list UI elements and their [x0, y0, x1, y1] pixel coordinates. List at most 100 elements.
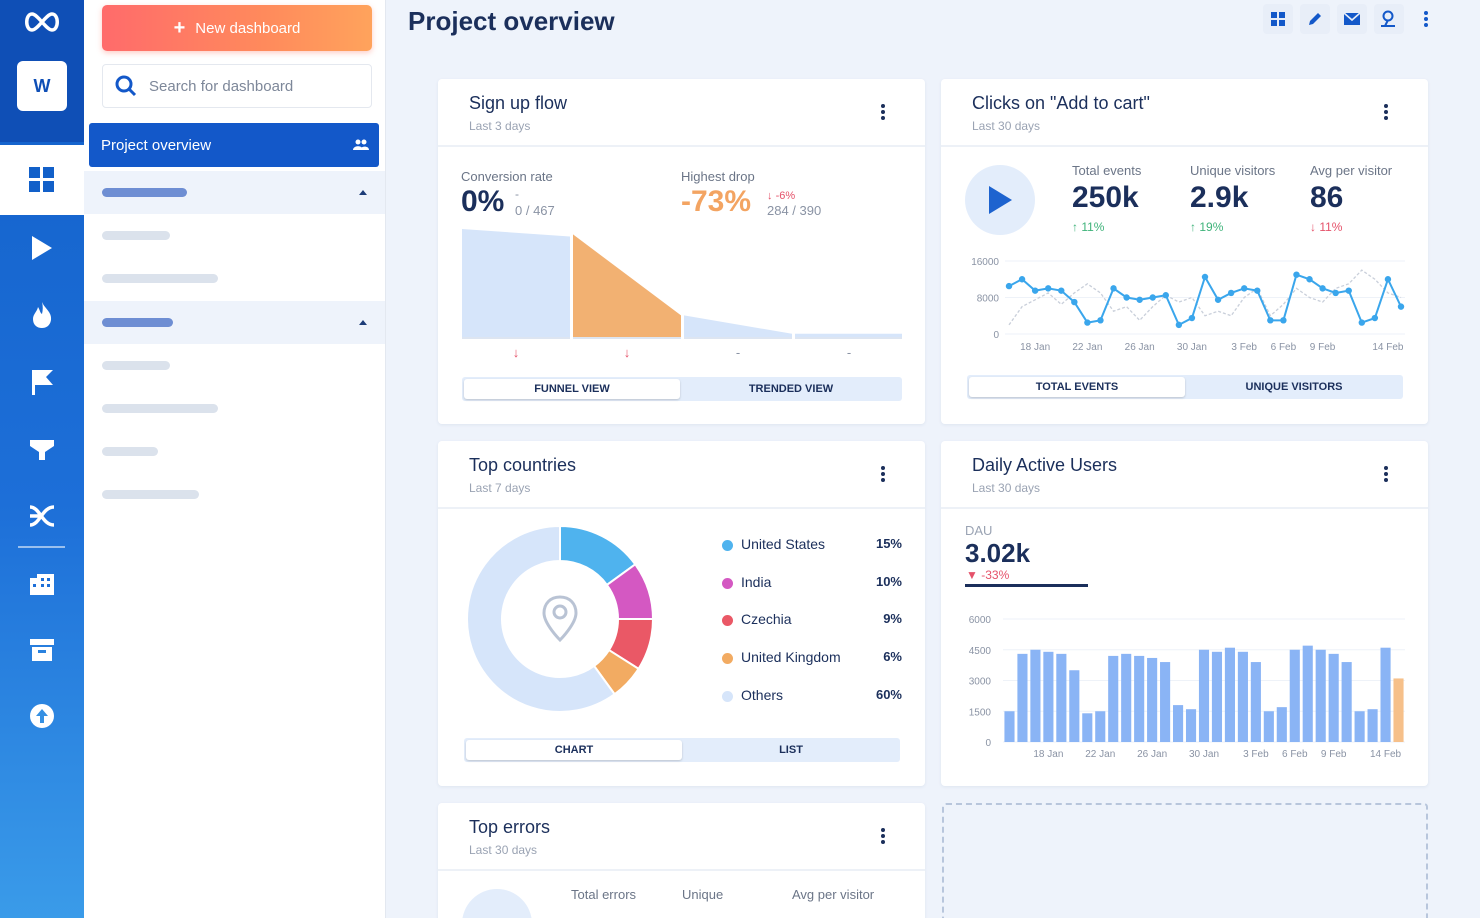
conversion-value: 0% — [461, 185, 505, 218]
user-pin-icon — [1381, 10, 1395, 27]
card-menu-icon[interactable] — [881, 104, 885, 120]
list-item-placeholder[interactable] — [102, 274, 218, 283]
card-title: Top countries — [469, 455, 577, 475]
funnels-nav[interactable] — [0, 420, 84, 480]
chart-tab[interactable]: CHART — [466, 740, 682, 760]
list-item-placeholder[interactable] — [102, 361, 170, 370]
funnel-view-tab[interactable]: FUNNEL VIEW — [464, 379, 680, 399]
list-item-placeholder[interactable] — [102, 231, 170, 240]
card-menu-icon[interactable] — [881, 466, 885, 482]
sidebar-group-1[interactable] — [84, 171, 385, 214]
search-input[interactable] — [149, 77, 349, 95]
bar — [1121, 653, 1132, 742]
x-tick-label: 9 Feb — [1310, 342, 1336, 353]
funnel-step — [462, 229, 570, 337]
data-point — [1227, 289, 1235, 297]
list-item-placeholder[interactable] — [102, 490, 199, 499]
play-recording-button[interactable] — [462, 889, 532, 918]
email-button[interactable] — [1337, 4, 1367, 34]
more-menu-button[interactable] — [1411, 4, 1441, 34]
bar — [1173, 705, 1184, 742]
logo-icon[interactable] — [22, 8, 62, 36]
data-point — [1267, 317, 1274, 324]
bar — [1276, 707, 1287, 742]
legend-dot — [722, 691, 733, 702]
chevron-up-icon[interactable] — [359, 320, 367, 325]
sessions-nav[interactable] — [0, 218, 84, 278]
new-dashboard-button[interactable]: + New dashboard — [102, 5, 372, 51]
flame-icon — [33, 302, 52, 328]
funnel-step-marker: - — [736, 345, 740, 360]
legend-row[interactable]: India 10% — [722, 573, 902, 593]
legend-dot — [722, 578, 733, 589]
data-point — [1306, 276, 1313, 283]
x-tick-label: 6 Feb — [1271, 342, 1297, 353]
heatmaps-nav[interactable] — [0, 285, 84, 345]
conversion-ratio: 0 / 467 — [515, 203, 555, 218]
unique-visitors-tab[interactable]: UNIQUE VISITORS — [1245, 381, 1343, 393]
list-item-placeholder[interactable] — [102, 447, 158, 456]
bar — [1237, 651, 1248, 742]
legend-name: Others — [741, 687, 784, 703]
sidebar-group-2[interactable] — [84, 301, 385, 344]
add-widget-placeholder[interactable] — [942, 803, 1428, 918]
share-button[interactable] — [1374, 4, 1404, 34]
sidebar-item-project-overview[interactable]: Project overview — [89, 123, 379, 167]
rail-divider — [18, 546, 65, 548]
total-events-tab[interactable]: TOTAL EVENTS — [969, 377, 1185, 397]
play-recording-button[interactable] — [965, 165, 1035, 235]
y-tick-label: 4500 — [969, 646, 992, 657]
grid-icon — [1271, 12, 1285, 26]
goals-nav[interactable] — [0, 352, 84, 412]
card-menu-icon[interactable] — [1384, 466, 1388, 482]
card-title: Top errors — [469, 817, 551, 837]
legend-row[interactable]: United States 15% — [722, 535, 902, 555]
legend-row[interactable]: Czechia 9% — [722, 610, 902, 630]
data-point — [1097, 317, 1104, 324]
edit-button[interactable] — [1300, 4, 1330, 34]
kebab-icon — [1424, 11, 1428, 27]
trended-view-tab[interactable]: TRENDED VIEW — [748, 383, 834, 395]
list-tab[interactable]: LIST — [779, 744, 803, 756]
x-tick-label: 14 Feb — [1372, 342, 1404, 353]
bar — [1380, 647, 1391, 742]
stat-value: 250k — [1072, 181, 1139, 214]
data-point — [1332, 289, 1339, 297]
stat-value: 86 — [1310, 181, 1344, 214]
y-tick-label: 8000 — [977, 294, 1000, 305]
legend-name: United Kingdom — [741, 649, 841, 665]
card-menu-icon[interactable] — [881, 828, 885, 844]
dashboard-search[interactable] — [102, 64, 372, 108]
archive-nav[interactable] — [0, 620, 84, 680]
upload-nav[interactable] — [0, 686, 84, 746]
envelope-icon — [1343, 12, 1361, 25]
card-subtitle: Last 3 days — [469, 119, 531, 133]
group-label-placeholder — [102, 318, 173, 327]
legend-row[interactable]: United Kingdom 6% — [722, 648, 902, 668]
data-point — [1175, 321, 1183, 329]
data-point — [1397, 303, 1405, 310]
dashboards-nav[interactable] — [0, 145, 84, 215]
reports-nav[interactable] — [0, 553, 84, 613]
legend-pct: 6% — [883, 649, 902, 664]
data-point — [1123, 294, 1130, 301]
list-item-placeholder[interactable] — [102, 404, 218, 413]
bar — [1185, 709, 1197, 742]
countries-view-toggle: CHART LIST — [464, 738, 900, 762]
journeys-nav[interactable] — [0, 486, 84, 546]
building-icon — [30, 574, 54, 595]
layout-button[interactable] — [1263, 4, 1293, 34]
stat-label: Avg per visitor — [792, 887, 875, 902]
chevron-up-icon[interactable] — [359, 190, 367, 195]
stat-label: Total events — [1072, 163, 1142, 178]
conversion-label: Conversion rate — [461, 169, 553, 184]
search-icon — [115, 75, 137, 97]
card-title: Clicks on "Add to cart" — [972, 93, 1150, 113]
data-point — [1045, 285, 1052, 292]
stat-delta-up: ↑ 11% — [1072, 220, 1105, 234]
workspace-avatar[interactable]: W — [17, 61, 67, 111]
card-menu-icon[interactable] — [1384, 104, 1388, 120]
conversion-dash: - — [515, 187, 519, 201]
stat-label: Unique — [682, 887, 724, 902]
legend-row[interactable]: Others 60% — [722, 686, 902, 706]
